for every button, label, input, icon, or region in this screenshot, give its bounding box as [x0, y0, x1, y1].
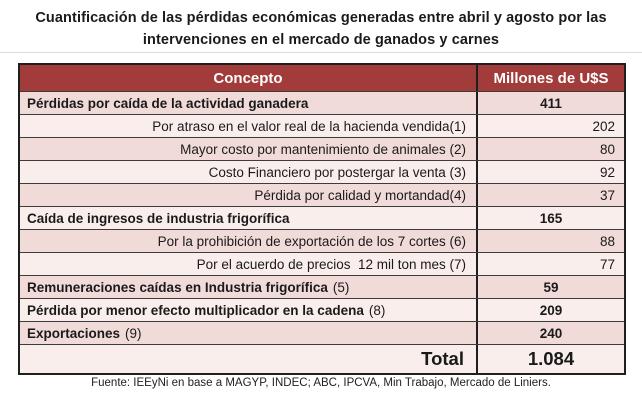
concept-footnote-ref: (8)	[368, 302, 386, 318]
concept-footnote-ref: (9)	[125, 325, 142, 341]
value-cell: 1.084	[527, 348, 575, 369]
value-cell: 209	[539, 302, 563, 318]
concept-label: Pérdida por calidad y mortandad(4)	[254, 187, 466, 203]
concept-cell: Costo Financiero por postergar la venta …	[20, 161, 478, 183]
value-cell: 88	[599, 233, 615, 249]
value-cell: 59	[543, 279, 559, 295]
concept-label: Exportaciones	[27, 325, 121, 341]
table-row: Caída de ingresos de industria frigorífi…	[20, 206, 624, 229]
concept-cell: Por el acuerdo de precios 12 mil ton mes…	[20, 253, 478, 275]
table-row: Pérdidas por caída de la actividad ganad…	[20, 91, 624, 114]
concept-cell: Pérdidas por caída de la actividad ganad…	[20, 92, 478, 114]
concept-label: Pérdidas por caída de la actividad ganad…	[27, 95, 309, 111]
table-row: Exportaciones (9) 240	[20, 321, 624, 344]
concept-label: Por la prohibición de exportación de los…	[157, 233, 466, 249]
table-body: Pérdidas por caída de la actividad ganad…	[20, 91, 624, 373]
value-column-header: Millones de U$S	[493, 69, 609, 87]
value-cell: 165	[539, 210, 563, 226]
concept-label: Total	[421, 348, 464, 369]
concept-label: Caída de ingresos de industria frigorífi…	[27, 210, 290, 226]
concept-cell: Mayor costo por mantenimiento de animale…	[20, 138, 478, 160]
concept-label: Costo Financiero por postergar la venta …	[208, 164, 466, 180]
value-cell: 202	[592, 118, 615, 134]
concept-cell: Por atraso en el valor real de la hacien…	[20, 115, 478, 137]
concept-label: Pérdida por menor efecto multiplicador e…	[27, 302, 364, 318]
value-cell: 77	[599, 256, 615, 272]
value-cell: 92	[599, 164, 615, 180]
concept-footnote-ref: (5)	[332, 279, 350, 295]
table-row: Mayor costo por mantenimiento de animale…	[20, 137, 624, 160]
value-cell: 240	[539, 325, 563, 341]
value-cell: 37	[599, 187, 615, 203]
table-row: Por atraso en el valor real de la hacien…	[20, 114, 624, 137]
source-note: Fuente: IEEyNi en base a MAGYP, INDEC; A…	[91, 377, 551, 389]
figure-title-line-2: intervenciones en el mercado de ganados …	[142, 32, 500, 49]
concept-label: Remuneraciones caídas en Industria frigo…	[27, 279, 328, 295]
table-row: Remuneraciones caídas en Industria frigo…	[20, 275, 624, 298]
total-row: Total 1.084	[20, 344, 624, 373]
concept-label: Por el acuerdo de precios 12 mil ton mes…	[196, 256, 466, 272]
concept-cell: Pérdida por menor efecto multiplicador e…	[20, 299, 478, 321]
value-cell: 411	[540, 95, 562, 111]
table-row: Por el acuerdo de precios 12 mil ton mes…	[20, 252, 624, 275]
concept-cell: Por la prohibición de exportación de los…	[20, 230, 478, 252]
concept-cell: Total	[20, 345, 478, 373]
table-row: Pérdida por calidad y mortandad(4) 37	[20, 183, 624, 206]
concept-cell: Exportaciones (9)	[20, 322, 478, 344]
concept-label: Mayor costo por mantenimiento de animale…	[180, 141, 466, 157]
figure-title: Cuantificación de las pérdidas económica…	[23, 7, 619, 52]
value-cell: 80	[599, 141, 615, 157]
table-row: Pérdida por menor efecto multiplicador e…	[20, 298, 624, 321]
concept-column-header: Concepto	[20, 65, 478, 91]
losses-table: Concepto Millones de U$S Pérdidas por ca…	[18, 63, 626, 375]
table-row: Por la prohibición de exportación de los…	[20, 229, 624, 252]
figure-title-line-1: Cuantificación de las pérdidas económica…	[35, 10, 607, 26]
concept-cell: Pérdida por calidad y mortandad(4)	[20, 184, 478, 206]
table-header-row: Concepto Millones de U$S	[20, 65, 624, 91]
concept-cell: Remuneraciones caídas en Industria frigo…	[20, 276, 478, 298]
title-divider	[0, 52, 642, 53]
concept-cell: Caída de ingresos de industria frigorífi…	[20, 207, 478, 229]
table-row: Costo Financiero por postergar la venta …	[20, 160, 624, 183]
concept-label: Por atraso en el valor real de la hacien…	[152, 118, 466, 134]
